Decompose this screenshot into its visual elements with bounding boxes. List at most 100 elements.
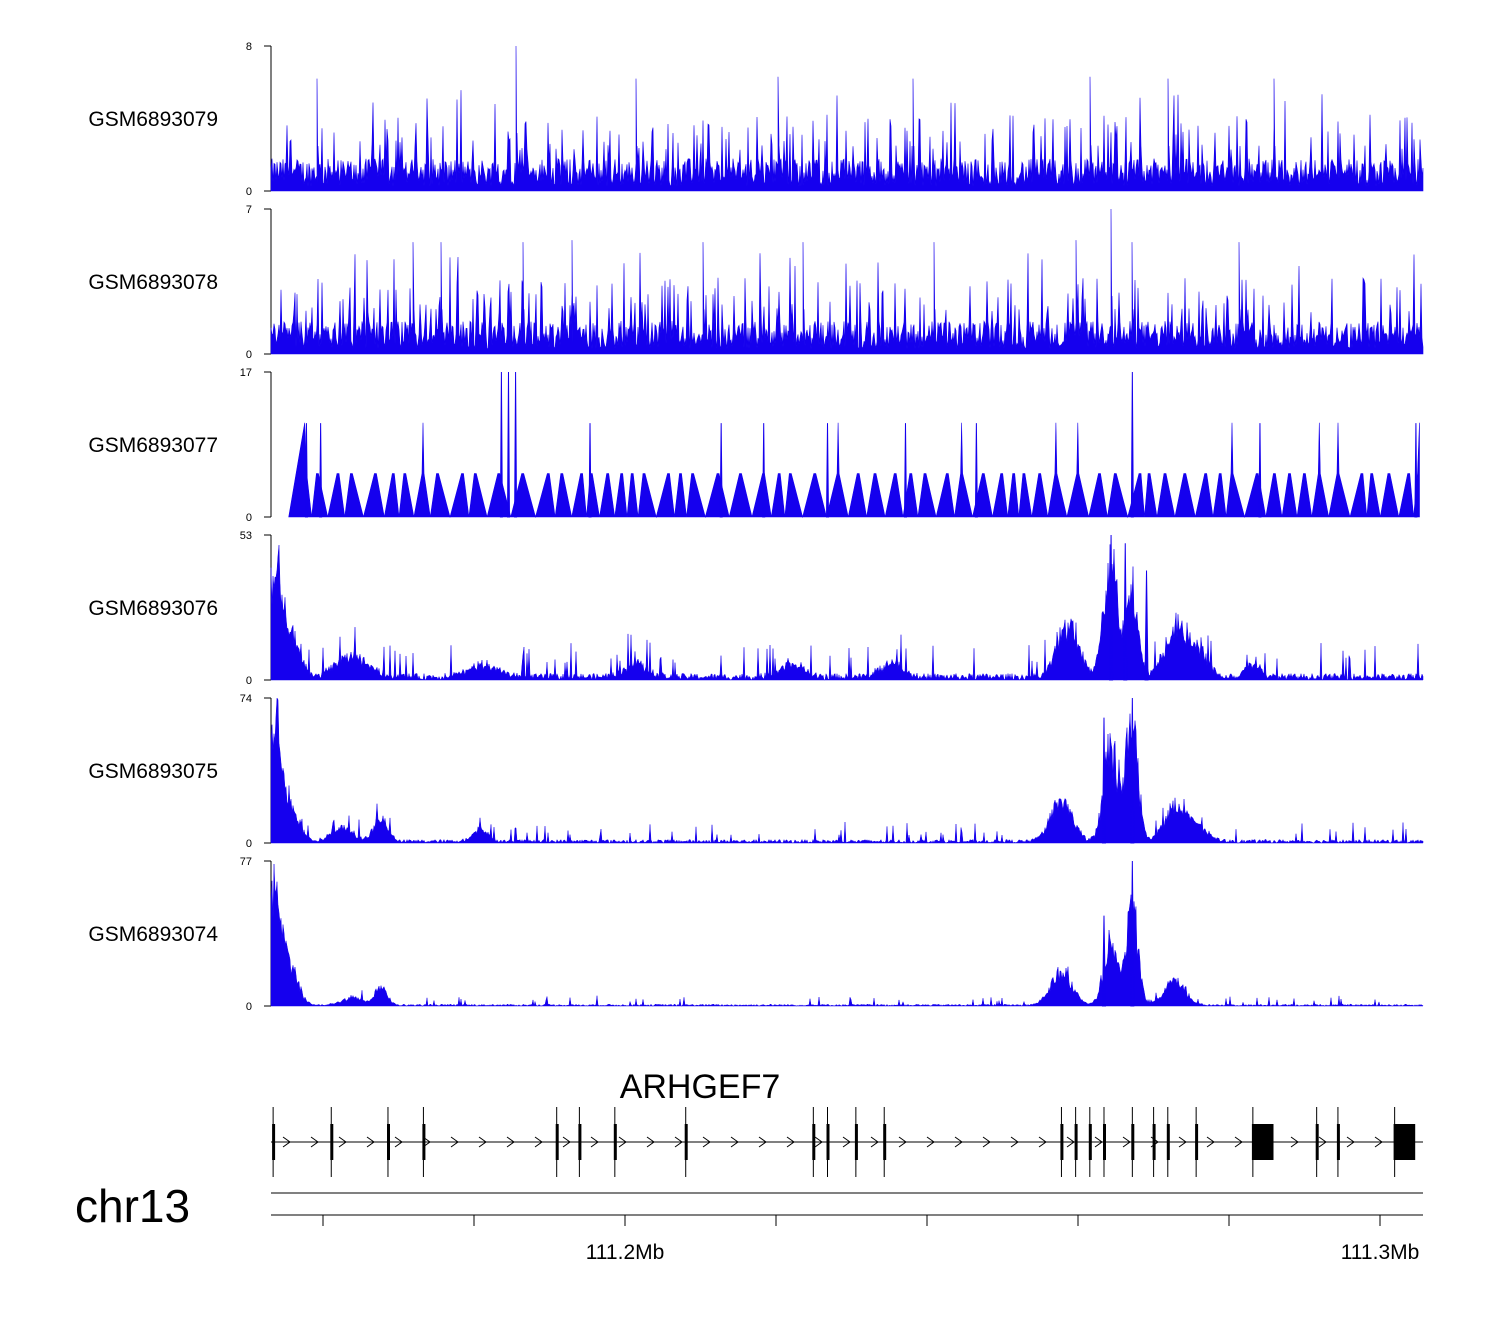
strand-arrow <box>562 1136 571 1148</box>
strand-arrow <box>1094 1136 1103 1148</box>
track-label: GSM6893078 <box>88 271 218 294</box>
signal-tracks: GSM689307980GSM689307870GSM6893077170GSM… <box>88 41 1424 1013</box>
strand-arrow <box>534 1136 543 1148</box>
track-GSM6893079: GSM6893079 8 0 <box>88 41 1424 198</box>
strand-arrow <box>478 1136 487 1148</box>
exon-block <box>1393 1124 1416 1160</box>
signal-peak <box>514 371 518 518</box>
exon-block <box>1166 1124 1170 1160</box>
signal-area <box>270 544 1424 681</box>
strand-arrow <box>1234 1136 1243 1148</box>
signal-peak <box>1109 534 1114 681</box>
y-tick-label-max: 77 <box>240 856 252 868</box>
strand-arrow <box>982 1136 991 1148</box>
track-GSM6893075: GSM6893075 74 0 <box>88 693 1424 850</box>
signal-peak <box>719 423 723 518</box>
signal-peak <box>1414 423 1418 518</box>
strand-arrow <box>646 1136 655 1148</box>
exon-block <box>1074 1124 1078 1160</box>
y-tick-label-max: 7 <box>246 204 252 216</box>
gene-label: ARHGEF7 <box>620 1068 781 1106</box>
exon-block <box>1195 1124 1199 1160</box>
signal-peak <box>1123 543 1128 681</box>
signal-area <box>270 863 1424 1007</box>
exon-block <box>883 1124 887 1160</box>
strand-arrow <box>1066 1136 1075 1148</box>
signal-peak <box>499 371 503 518</box>
track-label: GSM6893076 <box>88 597 218 620</box>
signal-peak <box>762 423 766 518</box>
x-tick-label: 111.2Mb <box>586 1241 665 1264</box>
strand-arrow <box>450 1136 459 1148</box>
track-label: GSM6893075 <box>88 760 218 783</box>
signal-peak <box>1130 860 1135 1007</box>
signal-area <box>270 697 1424 844</box>
strand-arrow <box>338 1136 347 1148</box>
exon-block <box>272 1124 276 1160</box>
y-tick-label-max: 74 <box>240 693 252 705</box>
y-tick-label-zero: 0 <box>246 512 252 524</box>
strand-arrow <box>1206 1136 1215 1148</box>
signal-peak <box>1258 423 1262 518</box>
strand-arrow <box>702 1136 711 1148</box>
strand-arrow <box>394 1136 403 1148</box>
strand-arrow <box>1290 1136 1299 1148</box>
track-GSM6893078: GSM6893078 7 0 <box>88 204 1424 361</box>
exon-block <box>854 1124 858 1160</box>
exon-block <box>1315 1124 1319 1160</box>
y-tick-label-zero: 0 <box>246 838 252 850</box>
y-tick-label-zero: 0 <box>246 186 252 198</box>
signal-peak <box>903 423 907 518</box>
y-tick-label-max: 17 <box>240 367 252 379</box>
track-GSM6893074: GSM6893074 77 0 <box>88 856 1424 1013</box>
y-tick-label-zero: 0 <box>246 1001 252 1013</box>
signal-peak <box>1130 371 1134 518</box>
strand-arrow <box>1038 1136 1047 1148</box>
exon-block <box>387 1124 390 1160</box>
strand-arrow <box>310 1136 319 1148</box>
signal-peak <box>304 423 308 518</box>
exon-block <box>684 1124 688 1160</box>
track-label: GSM6893077 <box>88 434 218 457</box>
signal-peak <box>506 371 510 518</box>
strand-arrow <box>786 1136 795 1148</box>
signal-peak <box>1144 570 1149 681</box>
exon-block <box>1088 1124 1092 1160</box>
signal-peak <box>1101 717 1106 844</box>
y-tick-label-max: 53 <box>240 530 252 542</box>
y-tick-label-zero: 0 <box>246 349 252 361</box>
strand-arrow <box>842 1136 851 1148</box>
track-GSM6893076: GSM6893076 53 0 <box>88 530 1424 687</box>
strand-arrow <box>618 1136 627 1148</box>
track-label: GSM6893079 <box>88 108 218 131</box>
strand-arrow <box>954 1136 963 1148</box>
strand-arrow <box>926 1136 935 1148</box>
track-label: GSM6893074 <box>88 923 218 946</box>
strand-arrow <box>898 1136 907 1148</box>
strand-arrow <box>1346 1136 1355 1148</box>
strand-arrow <box>366 1136 375 1148</box>
strand-arrow <box>1374 1136 1383 1148</box>
y-tick-label-max: 8 <box>246 41 252 53</box>
strand-arrow <box>1178 1136 1187 1148</box>
exon-block <box>1060 1124 1064 1160</box>
exon-block <box>1251 1124 1274 1160</box>
strand-arrow <box>506 1136 515 1148</box>
strand-arrow <box>1318 1136 1327 1148</box>
chromosome-label: chr13 <box>75 1180 190 1232</box>
exon-block <box>1152 1124 1156 1160</box>
signal-area <box>270 208 1424 355</box>
strand-arrow <box>1010 1136 1019 1148</box>
exon-block <box>1131 1124 1135 1160</box>
exon-block <box>1336 1124 1340 1160</box>
signal-peak <box>1130 697 1135 844</box>
track-GSM6893077: GSM6893077 17 0 <box>88 367 1420 524</box>
strand-arrow <box>1122 1136 1131 1148</box>
x-tick-label: 111.3Mb <box>1341 1241 1420 1264</box>
exon-block <box>422 1124 426 1160</box>
gene-track: ARHGEF7 <box>271 1068 1423 1177</box>
signal-peak <box>825 423 830 518</box>
signal-area <box>270 45 1424 192</box>
exon-block <box>826 1124 830 1160</box>
